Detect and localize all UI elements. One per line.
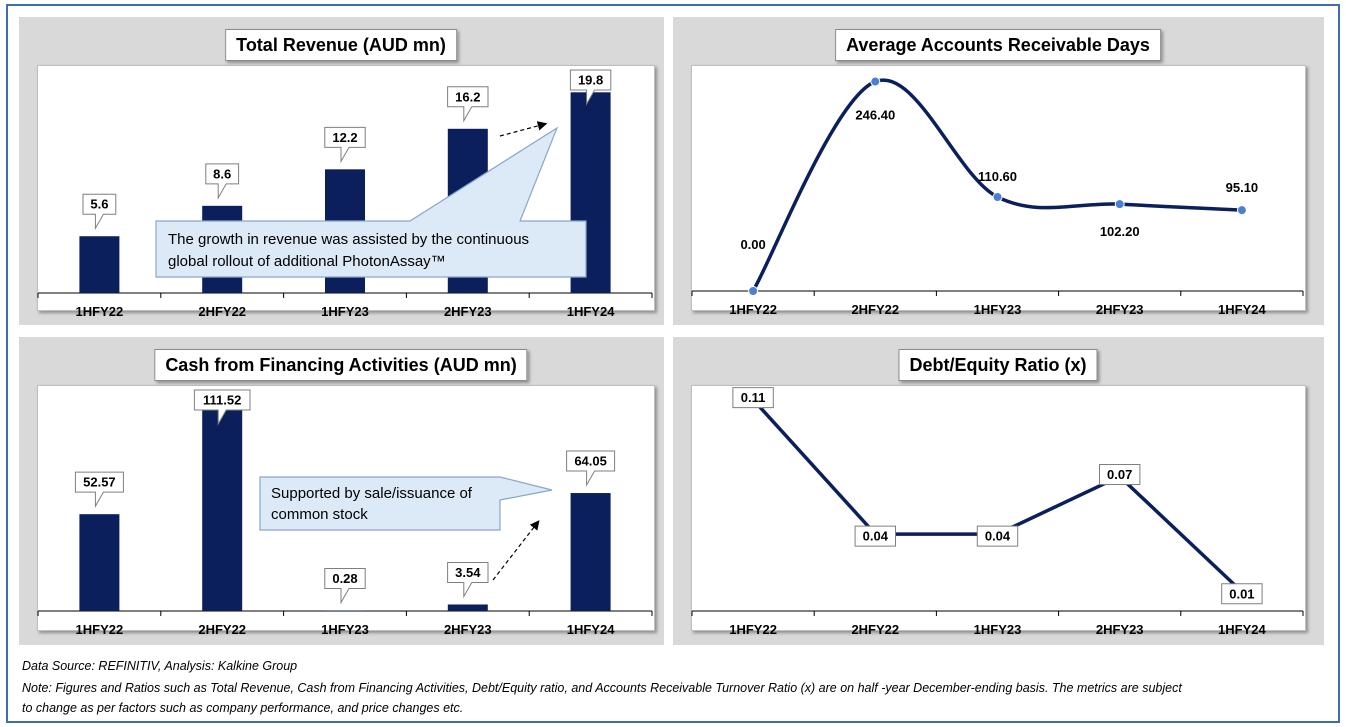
- cash_fin-tick-label-1hfy23: 1HFY23: [321, 622, 369, 637]
- revenue-data-label-1hfy22-box: [82, 193, 117, 231]
- cash-financing-chart-title: Cash from Financing Activities (AUD mn): [154, 349, 528, 381]
- revenue-data-label-1hfy24-box: [569, 69, 612, 106]
- de_ratio-data-label-1hfy23-box: [976, 525, 1019, 547]
- cash_fin-bar-1hfy22: [79, 514, 120, 611]
- de_ratio-tick-label-1hfy23: 1HFY23: [974, 622, 1022, 637]
- de_ratio-tick-label-1hfy24: 1HFY24: [1218, 622, 1266, 637]
- ar_days-point-2hfy22: [870, 76, 881, 87]
- ar_days-point-1hfy23: [992, 191, 1003, 202]
- cash_fin-data-label-2hfy23-box: [447, 561, 489, 599]
- revenue-data-label-1hfy24: 19.8: [578, 73, 603, 88]
- cash_fin-bar-1hfy23: [325, 610, 365, 611]
- ar_days-point-1hfy22: [748, 286, 759, 296]
- ar_days-point-1hfy24: [1236, 205, 1247, 216]
- ar_days-tick-label-1hfy24: 1HFY24: [1218, 302, 1266, 317]
- ar_days-tick-label-1hfy22: 1HFY22: [729, 302, 777, 317]
- de_ratio-data-label-1hfy24-box: [1221, 583, 1263, 605]
- annotations: The growth in revenue was assisted by th…: [155, 121, 587, 581]
- revenue-tick-label-1hfy22: 1HFY22: [76, 304, 124, 319]
- cash_fin-data-label-1hfy22-box: [74, 471, 124, 509]
- de_ratio-data-label-2hfy22-box: [854, 525, 896, 547]
- ar_days-data-label-2hfy22: 246.40: [855, 108, 895, 123]
- debt-equity-chart-title: Debt/Equity Ratio (x): [898, 349, 1098, 381]
- ar_days-tick-label-1hfy23: 1HFY23: [974, 302, 1022, 317]
- ar-days-chart-title: Average Accounts Receivable Days: [835, 29, 1161, 61]
- de_ratio-data-label-2hfy23-box: [1099, 463, 1141, 485]
- ar_days-series-line: [751, 78, 1242, 292]
- cash-financing-trend-arrow: [492, 520, 540, 581]
- ar-days-panel: Average Accounts Receivable Days: [673, 17, 1324, 325]
- revenue-tick-label-2hfy22: 2HFY22: [198, 304, 246, 319]
- debt-equity-panel: Debt/Equity Ratio (x): [673, 337, 1324, 645]
- ar_days-data-label-1hfy24: 95.10: [1226, 180, 1259, 195]
- revenue-data-label-1hfy23: 12.2: [332, 130, 357, 145]
- ar_days-tick-label-2hfy22: 2HFY22: [851, 302, 899, 317]
- footnote-line-1: Note: Figures and Ratios such as Total R…: [22, 681, 1182, 695]
- cash-financing-callout-box: [259, 476, 553, 531]
- de_ratio-data-label-1hfy23: 0.04: [985, 529, 1011, 544]
- revenue-callout-line-2: global rollout of additional PhotonAssay…: [168, 253, 446, 270]
- ar_days-data-label-1hfy23: 110.60: [978, 169, 1017, 184]
- de_ratio-data-label-2hfy23: 0.07: [1107, 467, 1132, 482]
- cash_fin-tick-label-2hfy22: 2HFY22: [198, 622, 246, 637]
- revenue-callout-line-1: The growth in revenue was assisted by th…: [168, 231, 529, 248]
- revenue-data-label-1hfy23-box: [324, 126, 366, 164]
- debt-equity-plot-area: [691, 385, 1306, 631]
- ar_days-point-2hfy23: [1114, 199, 1125, 210]
- revenue-data-label-2hfy23: 16.2: [455, 89, 480, 104]
- revenue-callout-box: [155, 126, 587, 278]
- de_ratio-data-label-1hfy22: 0.11: [741, 390, 766, 405]
- cash_fin-data-label-2hfy22-box: [193, 389, 251, 426]
- ar_days-data-label-2hfy23: 102.20: [1100, 224, 1140, 239]
- cash-financing-callout-line-2: common stock: [271, 506, 368, 523]
- revenue-trend-arrow: [499, 121, 548, 137]
- revenue-data-label-1hfy22: 5.6: [90, 197, 108, 212]
- data-source-note: Data Source: REFINITIV, Analysis: Kalkin…: [22, 659, 298, 673]
- cash_fin-data-label-1hfy23: 0.28: [332, 571, 357, 586]
- revenue-chart: 1HFY22 2HFY22 1HFY23 2HFY23 1HFY24 5.6 8.6 12.2…: [37, 69, 653, 319]
- revenue-tick-label-1hfy24: 1HFY24: [567, 304, 615, 319]
- revenue-bar-1hfy22: [79, 236, 120, 293]
- cash_fin-data-label-1hfy24-box: [566, 450, 616, 487]
- cash_fin-tick-label-1hfy24: 1HFY24: [567, 622, 615, 637]
- cash_fin-bar-1hfy24: [570, 493, 611, 611]
- de_ratio-data-label-1hfy24: 0.01: [1229, 586, 1254, 601]
- revenue-data-label-2hfy23-box: [447, 86, 489, 123]
- revenue-tick-label-2hfy23: 2HFY23: [444, 304, 492, 319]
- revenue-data-label-2hfy22-box: [205, 163, 240, 200]
- cash-financing-chart: 1HFY22 2HFY22 1HFY23 2HFY23 1HFY24 52.57 111.5…: [37, 389, 653, 637]
- de_ratio-tick-label-2hfy22: 2HFY22: [851, 622, 899, 637]
- de_ratio-tick-label-2hfy23: 2HFY23: [1096, 622, 1144, 637]
- revenue-chart-title: Total Revenue (AUD mn): [225, 29, 457, 61]
- de_ratio-series-line: [751, 398, 1244, 594]
- cash_fin-bar-2hfy22: [202, 405, 243, 611]
- cash_fin-data-label-2hfy22: 111.52: [203, 393, 241, 408]
- revenue-tick-label-1hfy23: 1HFY23: [321, 304, 369, 319]
- cash_fin-tick-label-2hfy23: 2HFY23: [444, 622, 492, 637]
- cash_fin-data-label-1hfy23-box: [324, 567, 366, 605]
- revenue-data-label-2hfy22: 8.6: [213, 166, 231, 181]
- debt-equity-chart: 1HFY22 2HFY22 1HFY23 2HFY23 1HFY24 0.11 0.04 0.…: [691, 387, 1304, 637]
- footnote-line-2: to change as per factors such as company…: [22, 701, 464, 715]
- de_ratio-data-label-1hfy22-box: [732, 387, 774, 409]
- cash_fin-bar-2hfy23: [447, 604, 488, 611]
- cash_fin-data-label-2hfy23: 3.54: [455, 565, 481, 580]
- de_ratio-tick-label-1hfy22: 1HFY22: [729, 622, 777, 637]
- cash-financing-callout-line-1: Supported by sale/issuance of: [271, 485, 473, 502]
- ar-days-plot-area: [691, 65, 1306, 311]
- ar_days-tick-label-2hfy23: 2HFY23: [1096, 302, 1144, 317]
- ar_days-data-label-1hfy22: 0.00: [740, 237, 765, 252]
- cash_fin-tick-label-1hfy22: 1HFY22: [76, 622, 124, 637]
- cash_fin-data-label-1hfy22: 52.57: [83, 475, 116, 490]
- cash_fin-data-label-1hfy24: 64.05: [574, 454, 607, 469]
- de_ratio-data-label-2hfy22: 0.04: [863, 529, 889, 544]
- ar-days-chart: 1HFY22 2HFY22 1HFY23 2HFY23 1HFY24 0.00 246.40…: [691, 76, 1304, 317]
